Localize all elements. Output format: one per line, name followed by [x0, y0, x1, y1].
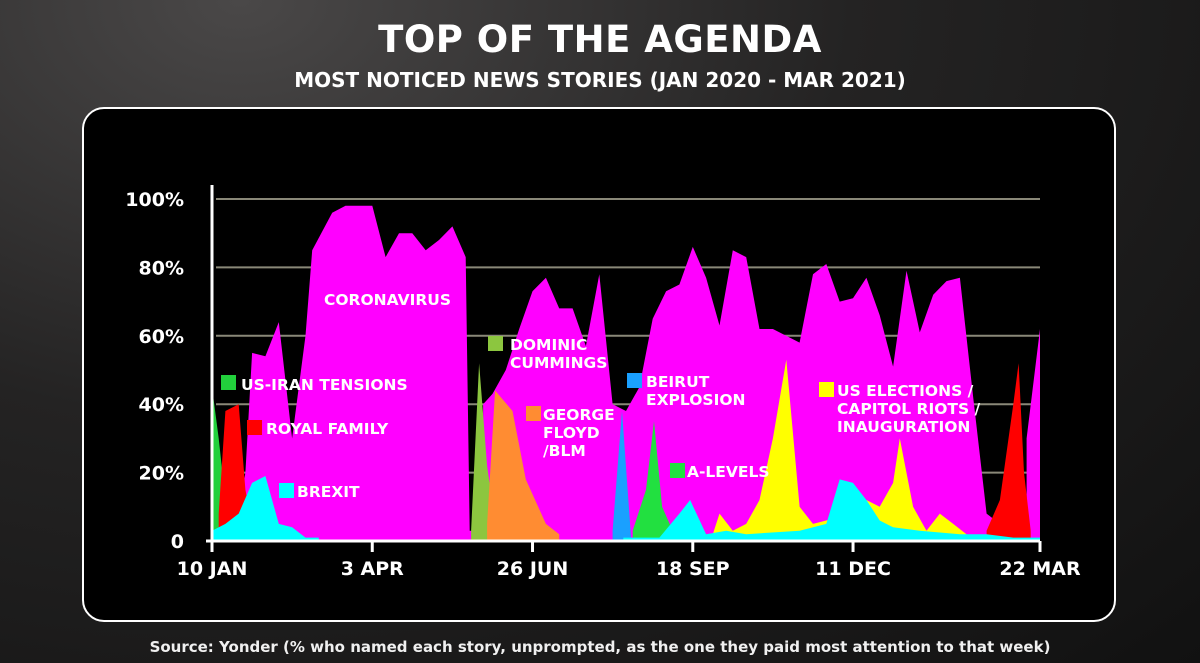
y-tick-label: 60% [139, 326, 184, 348]
annotation-label: US ELECTIONS / [837, 382, 974, 400]
x-tick-label: 10 JAN [177, 558, 248, 580]
series-area [986, 363, 1031, 541]
annotation-swatch [670, 463, 685, 478]
x-tick-label: 26 JUN [497, 558, 568, 580]
source-note: Source: Yonder (% who named each story, … [149, 638, 1051, 656]
series-area [212, 476, 319, 541]
annotation-swatch [526, 406, 541, 421]
chart-subtitle: MOST NOTICED NEWS STORIES (JAN 2020 - MA… [294, 68, 906, 92]
series-area [712, 359, 967, 541]
annotation-label: A-LEVELS [687, 463, 770, 481]
annotation-label: DOMINIC [510, 336, 587, 354]
area-chart: 0 20% 40% 60% 80% 100% 10 JAN 3 APR 26 JUN 18 SEP… [125, 185, 1081, 580]
series-area [623, 479, 1040, 541]
annotation-swatch [819, 382, 834, 397]
annotation-label: FLOYD [543, 424, 600, 442]
series-area [612, 411, 632, 541]
annotation-label: CAPITOL RIOTS / [837, 400, 981, 418]
annotation-label: EXPLOSION [646, 391, 745, 409]
x-tick-label: 3 APR [341, 558, 404, 580]
annotation-swatch [247, 420, 262, 435]
series-area [632, 421, 673, 541]
y-tick-label: 0 [171, 531, 184, 553]
annotation-label: /BLM [543, 442, 586, 460]
chart-panel: 0 20% 40% 60% 80% 100% 10 JAN 3 APR 26 JUN 18 SEP… [82, 107, 1116, 622]
y-tick-label: 20% [139, 463, 184, 485]
series-area [212, 387, 231, 541]
x-tick-label: 18 SEP [656, 558, 730, 580]
annotation-label: GEORGE [543, 406, 615, 424]
x-tick-label: 11 DEC [815, 558, 891, 580]
annotation-label: INAUGURATION [837, 418, 970, 436]
chart-title: TOP OF THE AGENDA [378, 18, 822, 61]
annotation-label: BREXIT [297, 483, 360, 501]
annotation-label: CUMMINGS [510, 354, 607, 372]
annotation-label: CORONAVIRUS [324, 291, 451, 309]
annotation-swatch [279, 483, 294, 498]
series-area [225, 205, 1040, 542]
y-tick-label: 40% [139, 394, 184, 416]
annotation-label: US-IRAN TENSIONS [241, 376, 408, 394]
x-tick-label: 22 MAR [999, 558, 1081, 580]
series-area [487, 390, 560, 541]
annotation-swatch [221, 375, 236, 390]
annotation-swatch [627, 373, 642, 388]
annotation-label: BEIRUT [646, 373, 710, 391]
y-tick-label: 80% [139, 257, 184, 279]
y-tick-label: 100% [125, 189, 184, 211]
annotation-swatch [488, 336, 503, 351]
annotation-label: ROYAL FAMILY [266, 420, 389, 438]
